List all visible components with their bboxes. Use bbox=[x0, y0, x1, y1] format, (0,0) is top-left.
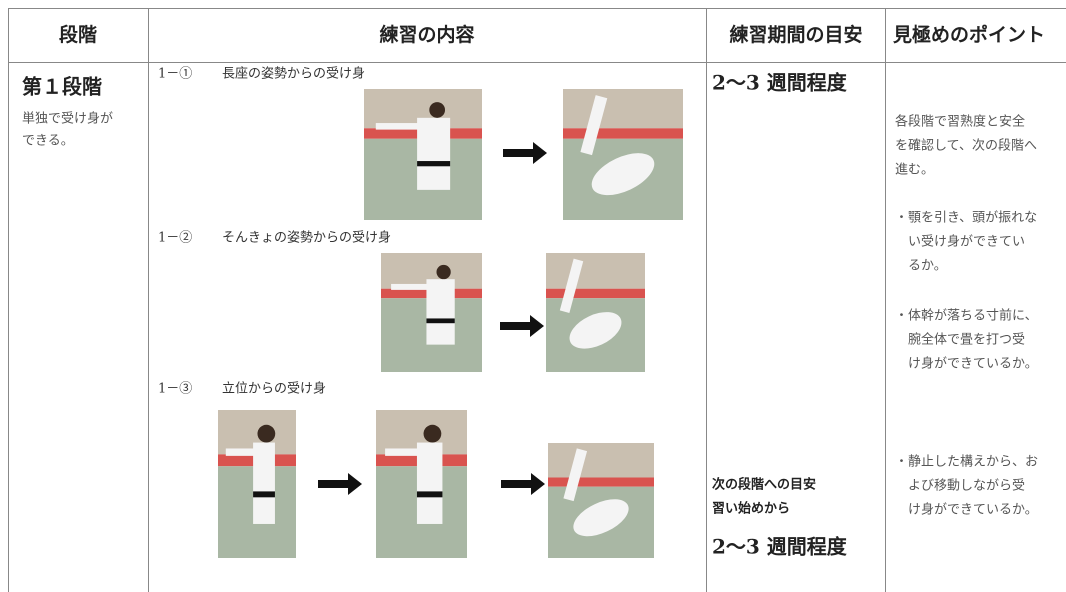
exercise-title: 長座の姿勢からの受け身 bbox=[222, 66, 365, 82]
point-text: け身ができているか。 bbox=[908, 502, 1038, 518]
judoka bbox=[416, 442, 443, 524]
photo bbox=[376, 410, 467, 558]
header-cell: 練習期間の目安 bbox=[729, 23, 862, 46]
point-text: い受け身ができてい bbox=[908, 234, 1025, 250]
photo-stripe bbox=[563, 128, 683, 139]
point-text: 各段階で習熟度と安全 bbox=[895, 114, 1025, 130]
photo bbox=[381, 253, 482, 372]
exercise-label: 1－① bbox=[158, 67, 192, 82]
point-text: るか。 bbox=[908, 259, 947, 274]
table-border bbox=[8, 8, 1066, 592]
photo bbox=[218, 410, 296, 558]
judoka-head bbox=[257, 424, 276, 443]
stage-description: できる。 bbox=[22, 134, 74, 149]
photo bbox=[548, 443, 654, 558]
judoka-belt bbox=[426, 318, 455, 324]
judoka-head bbox=[436, 264, 451, 280]
exercise-title: そんきょの姿勢からの受け身 bbox=[222, 230, 391, 246]
point-text: け身ができているか。 bbox=[908, 356, 1038, 372]
stage-title: 第１段階 bbox=[22, 75, 102, 99]
point-text: 進む。 bbox=[895, 163, 934, 178]
photo bbox=[563, 89, 683, 220]
judoka-legs bbox=[559, 258, 584, 313]
judoka-belt bbox=[253, 491, 275, 498]
arrow bbox=[503, 142, 547, 164]
next-stage-duration: 2～3 週間程度 bbox=[712, 535, 848, 559]
exercise-label: 1－② bbox=[158, 231, 192, 246]
duration: 2～3 週間程度 bbox=[712, 71, 848, 95]
judoka-head bbox=[423, 424, 442, 443]
judoka-arms bbox=[391, 283, 442, 290]
judoka-legs bbox=[580, 95, 608, 156]
judoka-head bbox=[429, 102, 446, 118]
judoka-arms bbox=[225, 448, 265, 456]
point-text: ・体幹が落ちる寸前に、 bbox=[895, 308, 1038, 324]
judoka-arms bbox=[375, 123, 435, 130]
exercise-title: 立位からの受け身 bbox=[222, 381, 326, 397]
judoka bbox=[591, 153, 655, 196]
next-stage-heading: 次の段階への目安 bbox=[712, 477, 816, 493]
photo-wall bbox=[563, 89, 683, 129]
header-cell: 見極めのポイント bbox=[893, 23, 1045, 46]
judoka bbox=[573, 499, 629, 537]
next-stage-from: 習い始めから bbox=[712, 501, 790, 517]
judoka-arms bbox=[385, 448, 431, 456]
photo-wall bbox=[548, 443, 654, 478]
point-text: よび移動しながら受 bbox=[908, 479, 1025, 494]
point-text: 腕全体で畳を打つ受 bbox=[908, 332, 1025, 348]
judoka bbox=[426, 279, 455, 345]
point-text: ・顎を引き、頭が振れな bbox=[895, 211, 1037, 226]
arrow bbox=[318, 473, 362, 495]
stage-description: 単独で受け身が bbox=[22, 111, 113, 127]
judoka bbox=[253, 442, 275, 524]
arrow bbox=[500, 315, 544, 337]
header-cell: 練習の内容 bbox=[379, 23, 474, 46]
photo bbox=[364, 89, 482, 220]
photo-stripe bbox=[546, 288, 645, 299]
judoka bbox=[569, 312, 622, 349]
arrow bbox=[501, 473, 545, 495]
point-text: を確認して、次の段階へ bbox=[895, 138, 1037, 154]
judoka-belt bbox=[417, 161, 451, 167]
judoka bbox=[417, 117, 451, 190]
exercise-label: 1－③ bbox=[158, 382, 192, 397]
header-cell: 段階 bbox=[59, 23, 97, 46]
judoka-belt bbox=[416, 491, 443, 498]
photo-stripe bbox=[548, 477, 654, 487]
judoka-legs bbox=[563, 448, 588, 502]
point-text: ・静止した構えから、お bbox=[895, 455, 1038, 470]
photo-wall bbox=[546, 253, 645, 289]
photo bbox=[546, 253, 645, 372]
